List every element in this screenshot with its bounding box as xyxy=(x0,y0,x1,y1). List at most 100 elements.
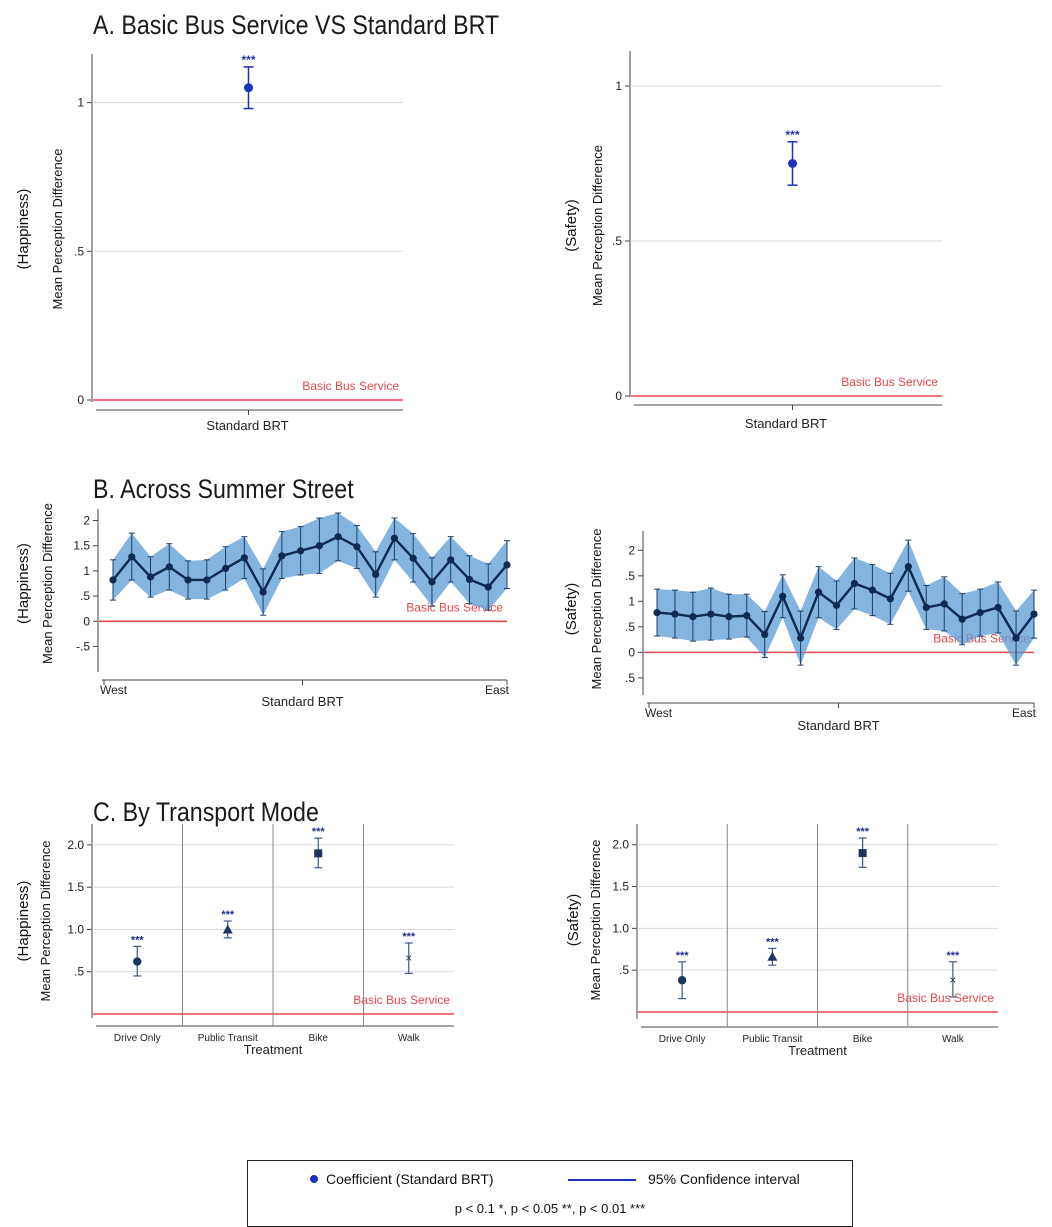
y-tick-label: .5 xyxy=(612,234,622,248)
square-marker-icon xyxy=(858,849,867,858)
circle-marker-icon xyxy=(133,957,142,966)
y-tick-label: 2.0 xyxy=(67,838,84,852)
y-axis-label: Mean Perception Difference xyxy=(590,145,605,306)
section-c-letter: C. xyxy=(93,797,117,827)
triangle-marker-icon xyxy=(767,951,778,961)
category-label: Drive Only xyxy=(114,1033,161,1044)
coefficient-point xyxy=(240,554,248,562)
category-label: Walk xyxy=(942,1034,965,1045)
y-tick-label: .5 xyxy=(74,965,84,979)
coefficient-point xyxy=(128,553,136,561)
significance-label: *** xyxy=(402,931,416,943)
coefficient-point xyxy=(409,554,417,562)
y-tick-label: .5 xyxy=(625,671,635,685)
coefficient-point xyxy=(707,610,715,618)
coefficient-point xyxy=(184,576,192,584)
y-tick-label: 0 xyxy=(615,389,622,403)
coefficient-point xyxy=(653,608,661,617)
y-tick-label: 1 xyxy=(628,594,635,608)
coefficient-point xyxy=(109,576,117,584)
y-tick-label: .5 xyxy=(625,569,635,583)
coefficient-point xyxy=(779,592,787,600)
coefficient-point xyxy=(244,83,253,93)
x-right-label: East xyxy=(1012,706,1037,720)
coefficient-point xyxy=(743,612,751,620)
significance-label: *** xyxy=(676,950,690,962)
significance-label: *** xyxy=(131,934,145,946)
y-tick-label: 1.0 xyxy=(67,922,84,936)
y-tick-label: .5 xyxy=(74,244,84,258)
y-tick-label: -.5 xyxy=(76,639,90,653)
x-left-label: West xyxy=(100,683,128,697)
baseline-label: Basic Bus Service xyxy=(897,991,994,1005)
x-axis-label: Standard BRT xyxy=(261,694,343,709)
coefficient-point xyxy=(259,588,267,596)
baseline-label: Basic Bus Service xyxy=(841,375,938,389)
confidence-interval-line-icon xyxy=(568,1179,636,1181)
y-axis-label-top: (Safety) xyxy=(563,199,580,252)
coefficient-point xyxy=(278,552,286,560)
y-tick-label: .5 xyxy=(625,620,635,634)
significance-label: *** xyxy=(221,909,235,921)
section-b-text: Across Summer Street xyxy=(120,474,354,504)
coefficient-point xyxy=(165,563,173,571)
category-label: Bike xyxy=(309,1033,329,1044)
x-axis-label: Standard BRT xyxy=(797,718,879,733)
category-label: Bike xyxy=(853,1034,873,1045)
coefficient-point xyxy=(1030,610,1038,618)
y-axis-label: Mean Perception Difference xyxy=(40,503,55,664)
coefficient-point xyxy=(146,573,155,581)
y-axis-label-top: (Safety) xyxy=(565,894,582,947)
confidence-band xyxy=(113,513,507,616)
y-axis-label-top: (Safety) xyxy=(563,583,580,636)
coefficient-point xyxy=(221,564,230,572)
y-tick-label: 2 xyxy=(628,543,635,557)
section-a-title: A. Basic Bus Service VS Standard BRT xyxy=(93,10,499,41)
x-right-label: East xyxy=(485,683,510,697)
coefficient-point xyxy=(904,563,912,571)
x-left-label: West xyxy=(645,706,673,720)
y-tick-label: 1.5 xyxy=(73,539,90,553)
y-axis-label-top: (Happiness) xyxy=(15,543,32,624)
coefficient-point xyxy=(353,543,361,551)
baseline-label: Basic Bus Service xyxy=(353,993,450,1007)
coefficient-point xyxy=(1012,634,1020,642)
coefficient-point xyxy=(761,630,769,639)
section-c-text: By Transport Mode xyxy=(122,797,319,827)
coefficient-point xyxy=(315,542,323,550)
x-axis-label: Treatment xyxy=(788,1043,847,1058)
coefficient-point xyxy=(832,601,841,610)
coefficient-point xyxy=(886,595,894,603)
coefficient-point xyxy=(994,603,1002,612)
series-line xyxy=(112,535,508,595)
y-tick-label: 1.5 xyxy=(612,880,629,894)
y-tick-label: 1 xyxy=(77,96,84,110)
coefficient-point xyxy=(671,610,679,618)
y-axis-label-top: (Happiness) xyxy=(15,189,32,270)
coefficient-point xyxy=(484,583,492,591)
y-tick-label: 2 xyxy=(83,514,90,528)
coefficient-marker-icon xyxy=(310,1175,318,1183)
y-tick-label: 0 xyxy=(77,393,84,407)
coefficient-point xyxy=(334,533,342,541)
confidence-band xyxy=(657,540,1034,666)
coefficient-point xyxy=(390,534,399,542)
series-line xyxy=(656,563,1035,642)
legend-box: Coefficient (Standard BRT) 95% Confidenc… xyxy=(247,1160,853,1227)
category-label: Drive Only xyxy=(659,1034,706,1045)
coefficient-point xyxy=(465,575,474,584)
coefficient-point xyxy=(503,561,511,569)
section-a-text: Basic Bus Service VS Standard BRT xyxy=(121,10,500,40)
coefficient-point xyxy=(428,578,436,586)
legend-pvalues: p < 0.1 *, p < 0.05 **, p < 0.01 *** xyxy=(454,1201,646,1216)
x-axis-label: Standard BRT xyxy=(745,416,827,431)
y-tick-label: 1.0 xyxy=(612,921,629,935)
y-tick-label: 1 xyxy=(615,79,622,93)
significance-label: *** xyxy=(946,950,960,962)
significance-label: *** xyxy=(785,128,799,142)
section-b-letter: B. xyxy=(93,474,115,504)
coefficient-point xyxy=(868,586,877,594)
significance-label: *** xyxy=(312,826,326,838)
y-tick-label: 1 xyxy=(83,564,90,578)
y-tick-label: 0 xyxy=(628,645,635,659)
